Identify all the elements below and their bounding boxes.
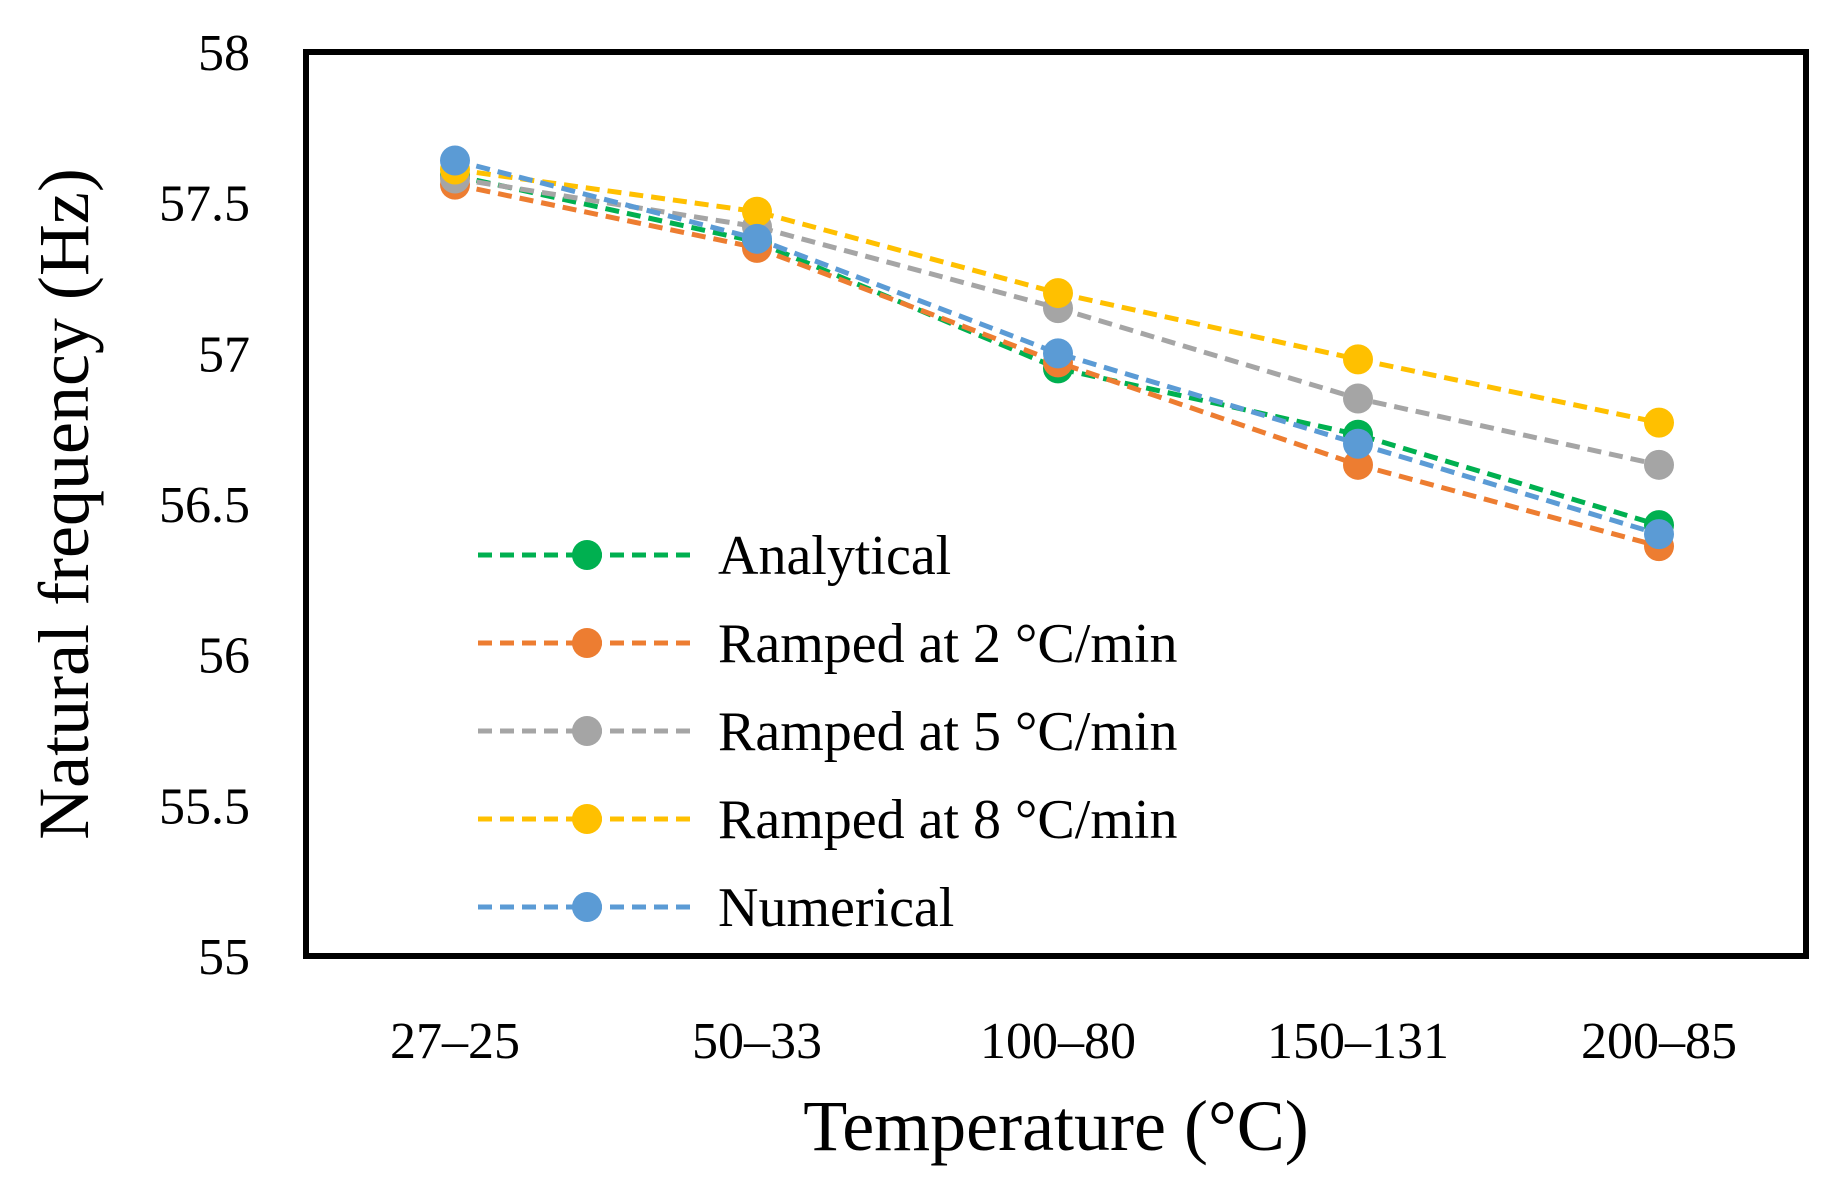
data-point-ramped-at-5-c-min — [1343, 383, 1373, 414]
legend-label: Ramped at 2 °C/min — [718, 613, 1177, 675]
data-point-ramped-at-5-c-min — [1644, 449, 1674, 480]
series-layer — [440, 145, 1674, 562]
x-tick-label: 100–80 — [980, 1013, 1136, 1070]
data-point-ramped-at-8-c-min — [1644, 407, 1674, 438]
y-tick-label: 57.5 — [159, 176, 250, 233]
y-tick-label: 55.5 — [159, 778, 250, 835]
y-tick-label: 57 — [198, 326, 250, 383]
data-point-numerical — [1644, 519, 1674, 550]
data-point-numerical — [1343, 428, 1373, 459]
series-line-analytical — [454, 173, 1660, 528]
data-point-numerical — [440, 145, 470, 176]
legend-entry: Numerical — [478, 877, 954, 939]
legend-entry: Ramped at 5 °C/min — [478, 701, 1177, 763]
x-tick-labels: 27–25 50–33 100–80 150–131 200–85 — [390, 1013, 1737, 1070]
data-point-ramped-at-8-c-min — [1343, 344, 1373, 375]
data-point-numerical — [1043, 338, 1073, 369]
x-axis-title: Temperature (°C) — [803, 1086, 1309, 1166]
legend-label: Numerical — [718, 877, 954, 939]
series-numerical — [440, 145, 1674, 550]
series-line-ramped-at-2-c-min — [454, 182, 1660, 549]
data-point-ramped-at-8-c-min — [1043, 278, 1073, 309]
legend-marker-swatch — [572, 892, 602, 922]
y-tick-label: 56 — [198, 628, 250, 685]
legend-label: Ramped at 8 °C/min — [718, 789, 1177, 851]
y-tick-labels: 55 55.5 56 56.5 57 57.5 58 — [159, 25, 250, 986]
plot-frame — [303, 49, 1809, 959]
series-ramped-at-5-c-min — [440, 163, 1674, 480]
y-tick-label: 55 — [198, 929, 250, 986]
legend-entry: Analytical — [478, 525, 951, 587]
legend-entry: Ramped at 8 °C/min — [478, 789, 1177, 851]
data-point-numerical — [742, 223, 772, 254]
legend-marker-swatch — [572, 716, 602, 746]
data-point-ramped-at-8-c-min — [742, 196, 772, 227]
x-tick-label: 200–85 — [1581, 1013, 1737, 1070]
series-ramped-at-8-c-min — [440, 154, 1674, 438]
legend-marker-swatch — [572, 804, 602, 834]
legend-entry: Ramped at 2 °C/min — [478, 613, 1177, 675]
x-tick-label: 27–25 — [390, 1013, 520, 1070]
legend: Analytical Ramped at 2 °C/min Ramped at 5 … — [478, 525, 1177, 939]
y-tick-label: 56.5 — [159, 477, 250, 534]
data-point-ramped-at-2-c-min — [1343, 449, 1373, 480]
x-tick-label: 50–33 — [692, 1013, 822, 1070]
legend-marker-swatch — [572, 628, 602, 658]
y-tick-label: 58 — [198, 25, 250, 82]
y-axis-title: Natural frequency (Hz) — [24, 168, 104, 840]
x-tick-label: 150–131 — [1267, 1013, 1449, 1070]
legend-label: Ramped at 5 °C/min — [718, 701, 1177, 763]
series-line-numerical — [454, 158, 1660, 537]
legend-marker-swatch — [572, 540, 602, 570]
legend-label: Analytical — [718, 525, 951, 587]
